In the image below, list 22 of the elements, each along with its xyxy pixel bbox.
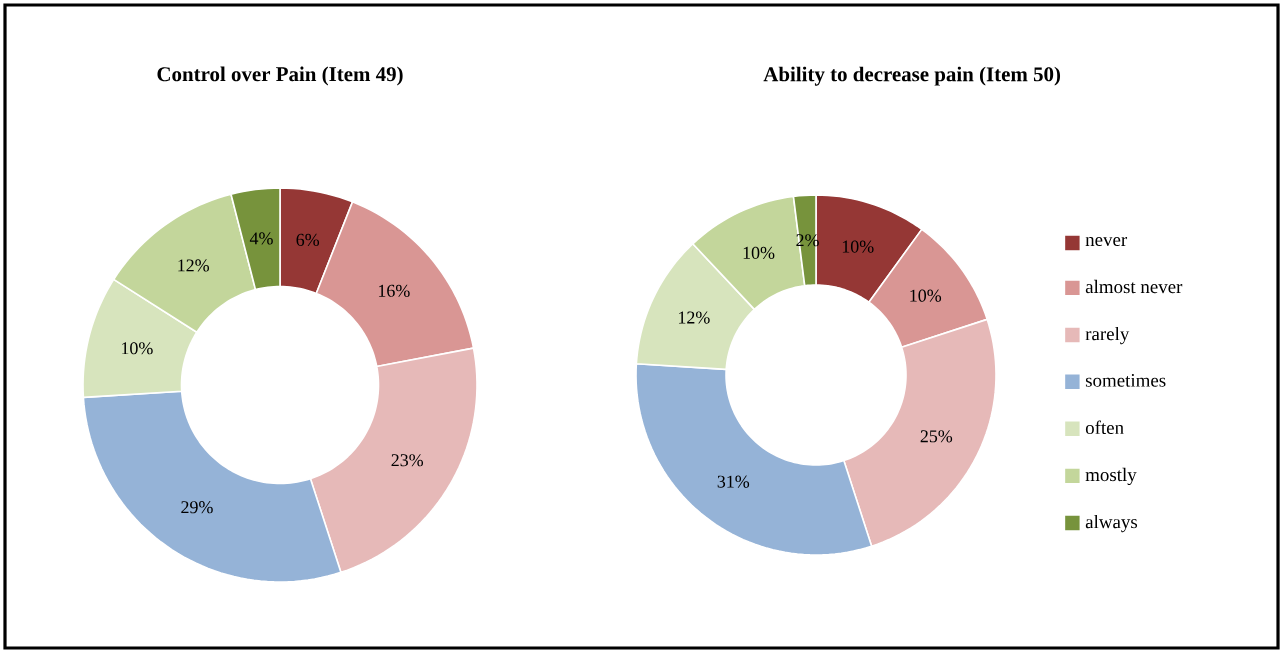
- legend-label: sometimes: [1085, 374, 1166, 387]
- legend-label: mostly: [1085, 467, 1137, 486]
- data-label: 10%: [910, 289, 942, 302]
- data-label: 16%: [378, 284, 410, 297]
- data-label: 12%: [178, 259, 210, 272]
- legend-label: often: [1085, 420, 1124, 435]
- data-label: 10%: [842, 240, 874, 253]
- data-label: 6%: [296, 233, 320, 246]
- legend-label: rarely: [1085, 326, 1130, 345]
- chart-title: Control over Pain (Item 49): [157, 66, 403, 86]
- chart-title: Ability to decrease pain (Item 50): [763, 66, 1061, 86]
- data-label: 25%: [920, 430, 953, 443]
- data-label: 10%: [122, 342, 153, 355]
- data-label: 31%: [717, 475, 750, 488]
- data-label: 4%: [249, 232, 273, 245]
- legend-label: almost never: [1085, 279, 1183, 294]
- data-label: 23%: [391, 454, 424, 467]
- data-label: 12%: [678, 311, 710, 324]
- data-label: 29%: [181, 501, 213, 514]
- data-label: 10%: [743, 246, 775, 259]
- legend-label: always: [1085, 514, 1138, 533]
- legend-label: never: [1085, 236, 1128, 247]
